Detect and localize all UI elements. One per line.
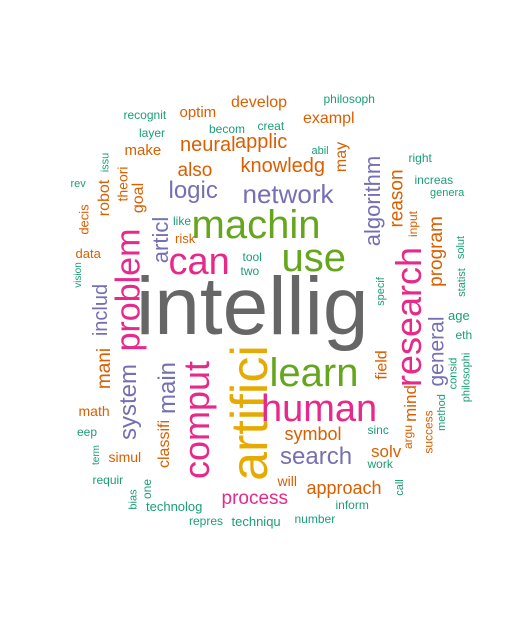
word-tool: tool <box>242 250 262 264</box>
word-one: one <box>140 478 155 500</box>
word-right: right <box>408 151 432 165</box>
word-will: will <box>277 473 297 489</box>
word-becom: becom <box>209 122 246 136</box>
word-approach: approach <box>306 478 382 498</box>
word-increas: increas <box>414 173 454 187</box>
word-bias: bias <box>127 488 140 510</box>
word-input: input <box>406 210 421 238</box>
word-classifi: classifi <box>156 419 174 469</box>
word-may: may <box>333 141 351 173</box>
word-number: number <box>294 512 336 526</box>
word-intellig: intellig <box>136 261 369 352</box>
word-age: age <box>448 307 470 323</box>
word-field: field <box>373 350 391 380</box>
word-process: process <box>221 487 289 509</box>
word-term: term <box>91 445 102 465</box>
word-program: program <box>425 215 447 287</box>
word-recognit: recognit <box>123 108 167 122</box>
word-make: make <box>124 141 162 159</box>
word-machin: machin <box>191 203 321 247</box>
word-statist: statist <box>455 267 468 297</box>
word-neural: neural <box>180 134 236 156</box>
word-algorithm: algorithm <box>360 155 386 247</box>
word-search: search <box>280 443 353 470</box>
word-call: call <box>393 478 406 496</box>
word-data: data <box>75 245 101 261</box>
word-symbol: symbol <box>284 424 342 444</box>
word-techniqu: techniqu <box>231 513 281 529</box>
word-reason: reason <box>386 168 408 228</box>
word-layer: layer <box>139 126 166 140</box>
word-solv: solv <box>371 441 402 461</box>
word-success: success <box>421 410 436 454</box>
word-eep: eep <box>77 425 98 439</box>
word-abil: abil <box>311 144 329 157</box>
word-solut: solut <box>454 235 467 259</box>
word-risk: risk <box>175 230 196 246</box>
word-specif: specif <box>374 276 387 306</box>
word-goal: goal <box>130 182 148 214</box>
word-network: network <box>242 179 334 209</box>
word-comput: comput <box>176 360 218 480</box>
word-articl: articl <box>148 216 174 264</box>
word-includ: includ <box>90 283 113 337</box>
word-research: research <box>388 246 430 388</box>
word-method: method <box>435 393 448 431</box>
word-work: work <box>367 457 393 471</box>
word-develop: develop <box>231 94 288 111</box>
word-vision: vision <box>72 262 84 288</box>
word-argu: argu <box>401 424 416 450</box>
word-inform: inform <box>335 498 369 512</box>
word-problem: problem <box>108 228 147 352</box>
word-simul: simul <box>108 449 142 465</box>
word-technolog: technolog <box>146 498 203 514</box>
word-genera: genera <box>430 186 465 199</box>
word-learn: learn <box>269 351 359 395</box>
word-main: main <box>154 361 182 415</box>
word-knowledg: knowledg <box>240 155 326 177</box>
word-exampl: exampl <box>303 110 355 127</box>
word-decis: decis <box>76 203 92 235</box>
word-system: system <box>115 363 143 441</box>
word-math: math <box>78 403 110 419</box>
word-logic: logic <box>168 177 218 204</box>
word-rev: rev <box>70 177 86 190</box>
word-requir: requir <box>92 473 124 487</box>
word-also: also <box>177 159 213 181</box>
word-mani: mani <box>93 347 115 389</box>
word-consid: consid <box>447 357 460 389</box>
word-creat: creat <box>257 119 285 133</box>
word-human: human <box>261 388 378 430</box>
word-philosophi: philosophi <box>460 352 473 402</box>
word-can: can <box>168 241 230 283</box>
word-use: use <box>281 236 347 280</box>
word-repres: repres <box>189 514 224 528</box>
word-optim: optim <box>179 103 217 121</box>
word-eth: eth <box>455 328 473 342</box>
word-robot: robot <box>96 179 114 217</box>
word-two: two <box>240 264 260 278</box>
word-sinc: sinc <box>367 423 389 437</box>
word-general: general <box>425 315 449 387</box>
word-issu: issu <box>99 152 112 172</box>
word-applic: applic <box>235 131 288 153</box>
word-philosoph: philosoph <box>323 92 375 106</box>
word-like: like <box>173 214 192 228</box>
word-mind: mind <box>400 384 420 422</box>
word-theori: theori <box>114 166 131 202</box>
